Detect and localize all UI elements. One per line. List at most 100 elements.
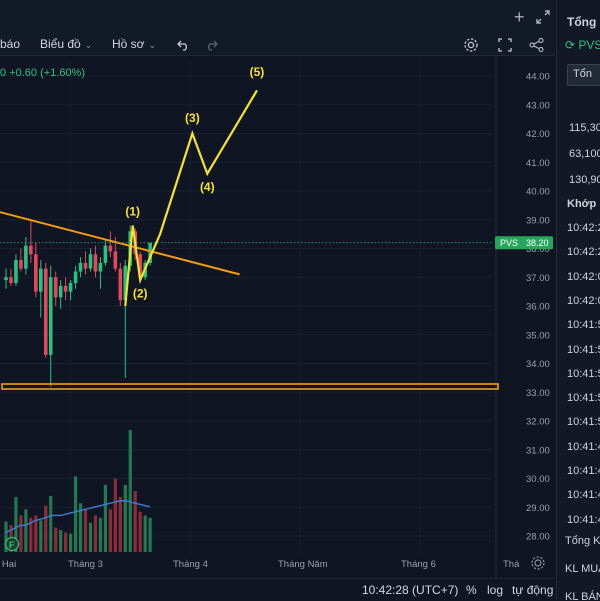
y-tick-label: 44.00: [526, 72, 550, 83]
volume-bar: [24, 509, 28, 552]
auto-scale-toggle[interactable]: tự động: [512, 583, 554, 597]
candlestick-chart[interactable]: 28.00 29.00 30.00 31.00 32.00 33.00 34.00 35.00…: [0, 56, 555, 578]
redo-icon[interactable]: [205, 39, 218, 51]
candle: [68, 280, 73, 301]
log-scale-toggle[interactable]: log: [487, 583, 504, 597]
wave-label: (2): [133, 286, 148, 300]
volume-bar: [83, 509, 88, 552]
volume-bar: [44, 505, 48, 552]
candle-body: [24, 245, 28, 269]
price-change-legend: 0 +0.60 (+1.60%): [0, 67, 86, 79]
x-tick-label: Tháng 6: [401, 559, 436, 570]
side-trade-time: 10:41:5: [567, 392, 600, 405]
candle-body: [123, 265, 128, 301]
x-tick-label: Thá: [503, 559, 520, 570]
fullscreen-icon[interactable]: [498, 38, 512, 52]
settings-icon[interactable]: [463, 37, 479, 53]
volume-moving-average: [5, 500, 151, 534]
side-trade-time: 10:41:5: [567, 416, 600, 429]
clock-readout: 10:42:28 (UTC+7): [362, 583, 459, 597]
last-price-box: [495, 236, 553, 250]
side-trade-time: 10:41:5: [567, 319, 600, 332]
volume-bar: [113, 478, 117, 552]
candle: [4, 268, 8, 289]
candle-body: [103, 245, 108, 263]
wave-label: (1): [125, 204, 140, 218]
candle-body: [118, 268, 123, 301]
volume-bar: [118, 497, 122, 552]
elliott-wave-path: [124, 89, 258, 307]
toolbar-alert-button[interactable]: báo: [0, 37, 20, 51]
candle: [78, 257, 83, 278]
volume-bar: [103, 484, 107, 552]
y-tick-label: 30.00: [526, 474, 550, 485]
candle-body: [9, 277, 13, 283]
chevron-down-icon: ⌄: [84, 40, 93, 50]
wave-label: (3): [185, 111, 200, 125]
candle: [63, 277, 68, 301]
side-trade-time: 10:41:4: [567, 465, 600, 477]
volume-bar: [78, 503, 83, 552]
event-badge: F: [4, 536, 20, 552]
y-tick-label: 43.00: [526, 100, 550, 111]
candle: [14, 254, 18, 286]
price-chart-area[interactable]: 28.00 29.00 30.00 31.00 32.00 33.00 34.00 35.00…: [0, 56, 555, 578]
toolbar-item-label: báo: [0, 37, 21, 51]
side-trade-time: 10:42:0: [567, 294, 600, 307]
toolbar-chart-menu[interactable]: Biểu đồ ⌄: [40, 37, 92, 51]
volume-bar: [143, 515, 147, 552]
volume-bar: [59, 530, 63, 552]
candle-body: [58, 285, 63, 298]
volume-bar: [19, 515, 23, 552]
x-tick-label: Tháng Năm: [278, 559, 328, 570]
undo-icon[interactable]: [177, 39, 190, 51]
y-tick-label: 28.00: [526, 532, 550, 543]
side-panel: Tổng ⟳ PVS Tổn 115,30 63,100 130,90 Khớp 1…: [556, 0, 600, 600]
volume-bar: [4, 521, 8, 552]
candle-body: [53, 277, 58, 298]
candle: [88, 248, 93, 272]
candle: [29, 219, 33, 263]
x-tick-label: Tháng 4: [173, 559, 208, 570]
y-tick-label: 40.00: [526, 187, 550, 198]
chevron-down-icon: ⌄: [148, 40, 157, 50]
volume-bar: [49, 495, 53, 552]
side-panel-button[interactable]: Tổn: [567, 64, 600, 86]
volume-bar: [29, 517, 33, 552]
y-tick-label: 41.00: [526, 158, 550, 169]
side-footer-label: KL BÁN: [565, 591, 600, 600]
toolbar-item-label: Biểu đồ: [40, 37, 81, 51]
volume-bar: [34, 515, 38, 552]
share-icon[interactable]: [529, 38, 544, 52]
candle: [83, 251, 88, 275]
candle-body: [68, 283, 73, 292]
plus-icon[interactable]: +: [514, 7, 525, 27]
side-panel-symbol[interactable]: ⟳ PVS: [565, 38, 600, 52]
side-trade-time: 10:41:5: [567, 367, 600, 380]
side-trade-time: 10:42:2: [567, 222, 600, 234]
volume-bar: [39, 520, 43, 552]
candle-body: [148, 242, 152, 263]
volume-bar: [93, 515, 98, 552]
candle: [58, 280, 63, 309]
y-tick-label: 37.00: [526, 273, 550, 284]
side-footer-label: KL MUA: [565, 563, 600, 575]
side-value: 115,30: [569, 122, 600, 134]
last-price-tag: PVS 38.20: [0, 236, 553, 250]
candle-body: [138, 254, 142, 278]
volume-bar: [88, 522, 93, 552]
volume-bar: [14, 497, 18, 552]
side-trade-time: 10:41:4: [567, 489, 600, 502]
volume-bar: [73, 476, 78, 552]
candle: [108, 231, 113, 258]
candle-body: [4, 277, 8, 281]
side-trade-time: 10:42:2: [567, 246, 600, 259]
toolbar-profile-menu[interactable]: Hồ sơ ⌄: [112, 37, 156, 51]
expand-icon[interactable]: [536, 10, 550, 24]
percent-scale-toggle[interactable]: %: [466, 583, 477, 597]
candle-body: [98, 262, 103, 272]
y-tick-label: 29.00: [526, 503, 550, 514]
volume-bar: [69, 533, 73, 552]
side-panel-title: Tổng: [567, 15, 597, 29]
svg-text:F: F: [9, 540, 15, 550]
